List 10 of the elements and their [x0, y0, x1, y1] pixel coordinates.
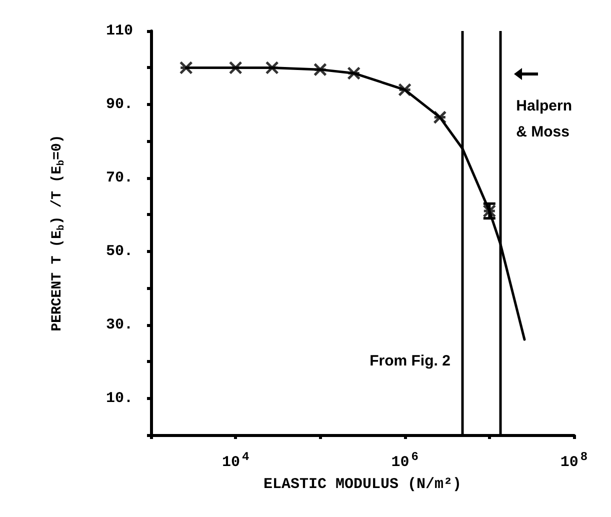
ref-line-label: Halpern & Moss — [516, 98, 576, 140]
y-axis-title: PERCENT T (Eb) /T (Eb=0) — [50, 134, 66, 332]
y-tick-label: 110 — [106, 22, 133, 40]
x-axis-title: ELASTIC MODULUS (N/m²) — [263, 476, 462, 493]
y-tick-label: 50. — [106, 242, 133, 260]
y-tick-label: 30. — [106, 316, 133, 334]
ref-line-label: From Fig. 2 — [370, 352, 450, 370]
y-tick-label: 10. — [106, 390, 133, 407]
y-tick-label: 90. — [106, 96, 133, 113]
y-tick-label: 70. — [106, 169, 133, 186]
